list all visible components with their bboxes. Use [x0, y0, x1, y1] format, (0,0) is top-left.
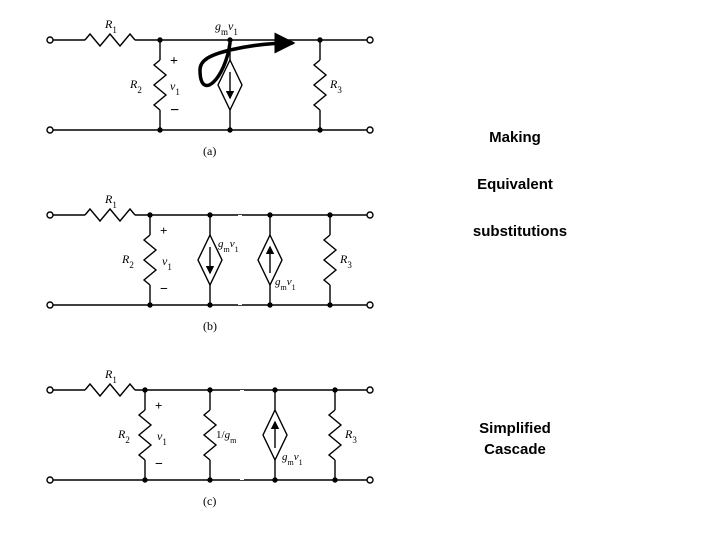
- annot-substitutions: substitutions: [450, 221, 590, 242]
- label-R2: R2: [129, 77, 142, 95]
- circuit-a: R1 R2 R3 + − v1 gmv1 (a): [47, 17, 373, 158]
- caption-c: (c): [203, 494, 216, 508]
- svg-text:R2: R2: [121, 252, 134, 270]
- circuit-c: R1 R2 R3 + − v1 1/gm gmv1 (c): [47, 367, 373, 508]
- annot-equivalent: Equivalent: [450, 174, 580, 195]
- caption-b: (b): [203, 319, 217, 333]
- svg-text:+: +: [155, 398, 162, 413]
- label-R3: R3: [329, 77, 342, 95]
- svg-text:1/gm: 1/gm: [216, 429, 237, 445]
- svg-text:R1: R1: [104, 367, 117, 385]
- svg-text:R1: R1: [104, 192, 117, 210]
- circuit-b: R1 R2 R3 + − v1 gmv1 gmv1 (b): [47, 192, 373, 333]
- svg-text:v1: v1: [162, 254, 172, 272]
- annot-simplified-l2: Cascade: [484, 441, 546, 458]
- svg-text:R3: R3: [344, 427, 357, 445]
- svg-text:−: −: [155, 457, 163, 472]
- annot-simplified: Simplified Cascade: [450, 418, 580, 460]
- svg-text:+: +: [160, 223, 167, 238]
- svg-text:gmv1: gmv1: [282, 451, 303, 467]
- annot-making: Making: [450, 127, 580, 148]
- label-gmv1: gmv1: [215, 19, 238, 37]
- svg-text:gmv1: gmv1: [218, 238, 239, 254]
- label-R1: R1: [104, 17, 117, 35]
- svg-text:−: −: [170, 102, 179, 119]
- caption-a: (a): [203, 144, 216, 158]
- svg-text:−: −: [160, 282, 168, 297]
- svg-text:gmv1: gmv1: [275, 276, 296, 292]
- label-v1: v1: [170, 79, 180, 97]
- svg-text:R2: R2: [117, 427, 130, 445]
- circuit-figure: R1 R2 R3 + − v1 gmv1 (a): [30, 10, 390, 530]
- svg-text:v1: v1: [157, 429, 167, 447]
- annot-simplified-l1: Simplified: [479, 420, 551, 437]
- svg-text:R3: R3: [339, 252, 352, 270]
- svg-text:+: +: [170, 54, 178, 69]
- slide: R1 R2 R3 + − v1 gmv1 (a): [0, 0, 720, 540]
